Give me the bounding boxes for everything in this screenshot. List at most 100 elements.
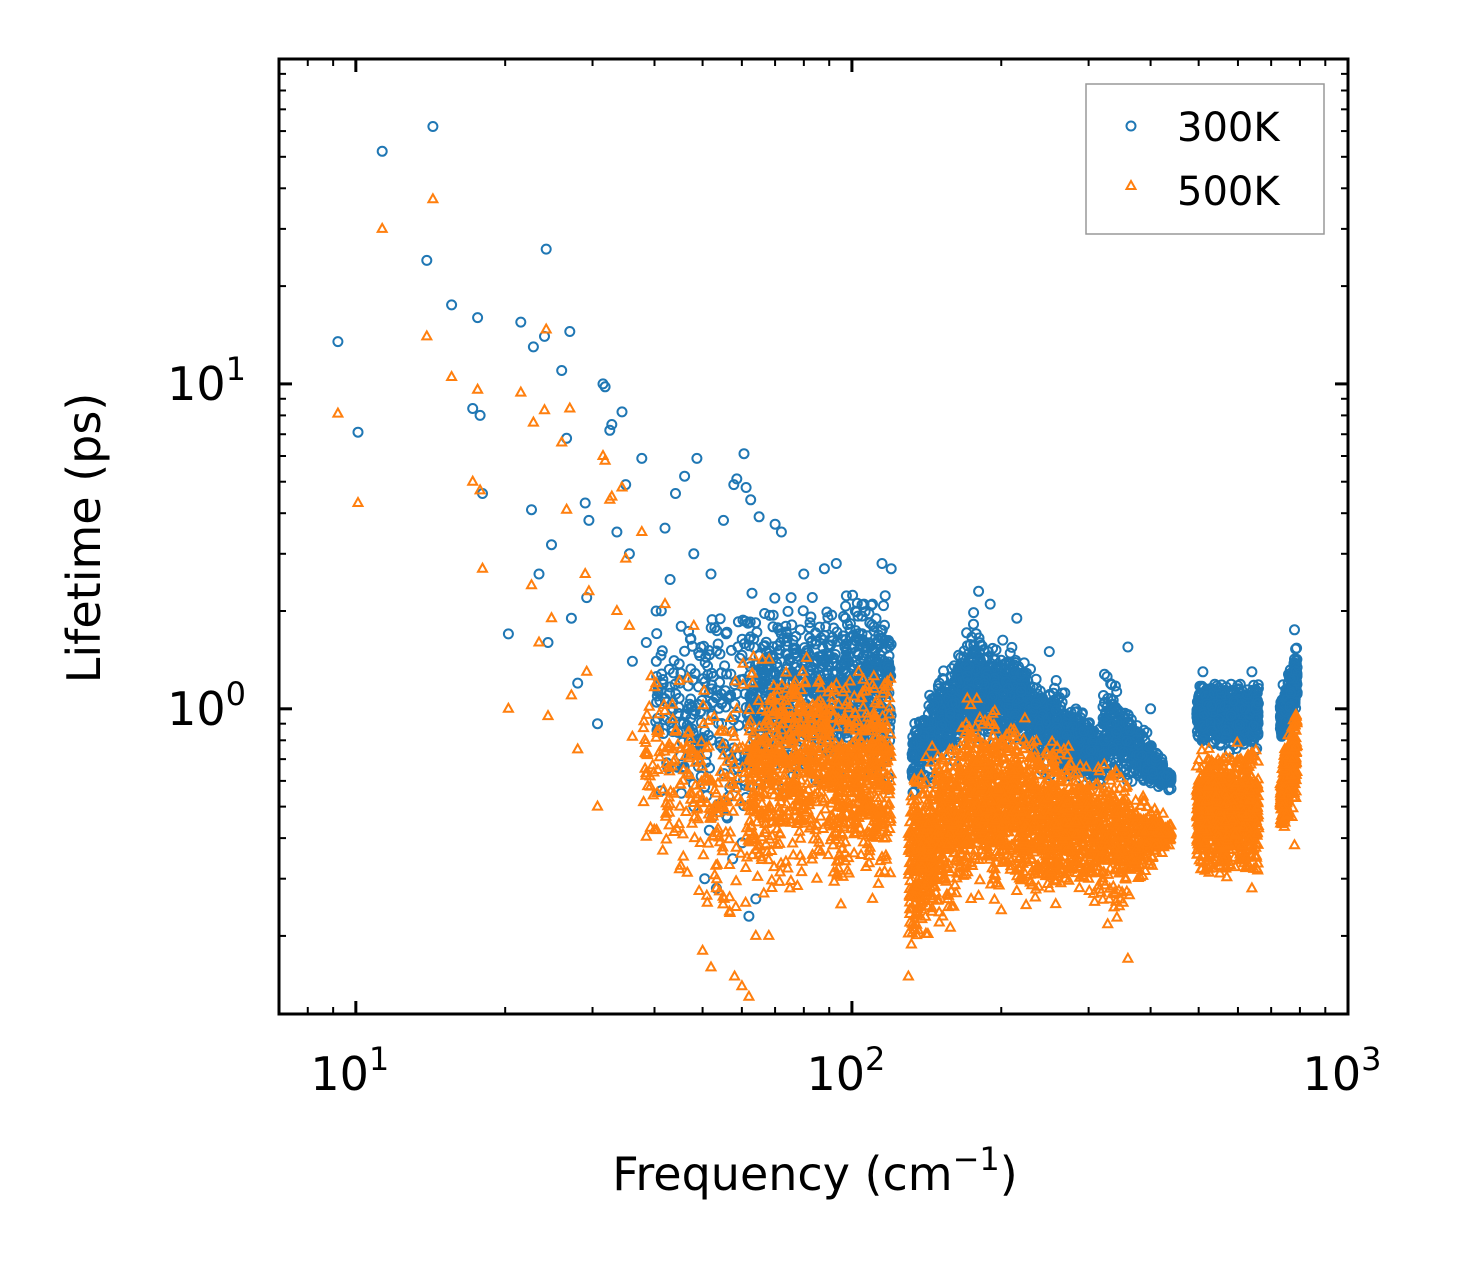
data-point-300k <box>728 714 739 726</box>
data-point-300k <box>923 700 935 712</box>
scatter-layer <box>331 121 1304 1001</box>
data-point-300k <box>651 628 663 640</box>
data-point-300k <box>973 632 985 644</box>
data-point-300k <box>862 661 874 673</box>
data-point-300k <box>997 634 1009 646</box>
data-point-300k <box>1021 667 1032 679</box>
data-point-300k <box>781 632 793 644</box>
data-point-300k <box>721 626 733 638</box>
data-point-300k <box>683 722 695 734</box>
data-point-300k <box>746 587 758 599</box>
data-point-300k <box>961 685 973 697</box>
data-point-300k <box>968 607 980 619</box>
data-point-300k <box>824 650 836 662</box>
data-point-300k <box>870 661 882 673</box>
data-point-300k <box>705 622 717 634</box>
data-point-300k <box>782 605 794 617</box>
data-point-300k <box>781 635 793 647</box>
data-point-300k <box>731 688 743 700</box>
data-point-300k <box>675 620 687 632</box>
data-point-300k <box>864 617 876 629</box>
data-point-300k <box>928 699 940 711</box>
data-point-300k <box>1006 641 1018 653</box>
data-point-300k <box>1015 686 1027 698</box>
data-point-300k <box>1004 688 1016 700</box>
data-point-300k <box>856 628 868 640</box>
data-point-300k <box>986 690 998 702</box>
data-point-300k <box>806 592 818 603</box>
data-point-300k <box>841 652 853 664</box>
data-point-300k <box>805 611 817 623</box>
data-point-300k <box>711 625 723 637</box>
data-point-300k <box>875 638 887 650</box>
data-point-300k <box>804 617 816 629</box>
data-point-300k <box>869 654 881 666</box>
data-point-300k <box>656 645 668 657</box>
data-point-300k <box>1015 667 1027 679</box>
data-point-300k <box>878 600 889 612</box>
data-point-300k <box>866 642 878 654</box>
data-point-300k <box>685 633 697 644</box>
data-point-300k <box>963 648 975 659</box>
data-point-300k <box>941 728 953 740</box>
data-point-300k <box>810 638 822 650</box>
data-point-300k <box>790 647 802 659</box>
data-point-300k <box>657 674 669 685</box>
data-point-300k <box>945 671 957 683</box>
data-point-300k <box>969 647 981 658</box>
data-point-300k <box>693 699 704 711</box>
data-point-300k <box>840 666 852 678</box>
data-point-300k <box>650 655 662 667</box>
data-point-300k <box>769 592 781 604</box>
data-point-300k <box>825 639 837 651</box>
data-point-300k <box>685 693 697 705</box>
data-point-300k <box>885 670 897 682</box>
data-point-300k <box>907 738 919 750</box>
data-point-300k <box>961 670 973 682</box>
data-point-300k <box>944 711 956 723</box>
data-point-300k <box>689 668 701 679</box>
data-point-300k <box>844 623 856 635</box>
data-point-300k <box>760 636 772 648</box>
data-point-300k <box>804 622 816 634</box>
data-point-300k <box>826 609 838 621</box>
data-point-300k <box>711 645 722 657</box>
data-point-300k <box>997 688 1009 699</box>
data-point-300k <box>702 660 714 672</box>
data-point-300k <box>915 717 927 729</box>
data-point-300k <box>960 659 972 671</box>
data-point-300k <box>876 624 888 636</box>
data-point-300k <box>743 633 755 645</box>
data-point-300k <box>972 677 984 689</box>
data-point-300k <box>879 590 891 602</box>
data-point-300k <box>744 616 756 628</box>
data-point-300k <box>697 732 709 743</box>
data-point-300k <box>968 618 979 630</box>
data-point-300k <box>840 600 852 612</box>
data-point-300k <box>721 692 733 704</box>
data-point-300k <box>751 626 763 638</box>
data-point-300k <box>706 679 718 691</box>
data-point-300k <box>882 660 894 672</box>
data-point-300k <box>664 687 676 699</box>
data-point-300k <box>797 605 809 617</box>
data-point-300k <box>714 740 726 751</box>
data-point-300k <box>810 656 821 668</box>
data-point-300k <box>847 589 859 601</box>
data-point-300k <box>727 853 739 865</box>
data-point-300k <box>712 638 724 650</box>
data-point-300k <box>860 642 872 654</box>
data-point-300k <box>990 680 1002 692</box>
data-point-300k <box>946 685 958 697</box>
data-point-300k <box>767 609 779 621</box>
data-point-300k <box>764 609 776 621</box>
data-point-300k <box>840 590 852 602</box>
data-point-300k <box>772 673 784 684</box>
data-point-300k <box>961 640 973 652</box>
data-point-300k <box>663 663 675 675</box>
data-point-300k <box>990 644 1002 656</box>
data-point-300k <box>839 641 851 653</box>
data-point-300k <box>678 761 690 773</box>
data-point-300k <box>906 748 918 760</box>
